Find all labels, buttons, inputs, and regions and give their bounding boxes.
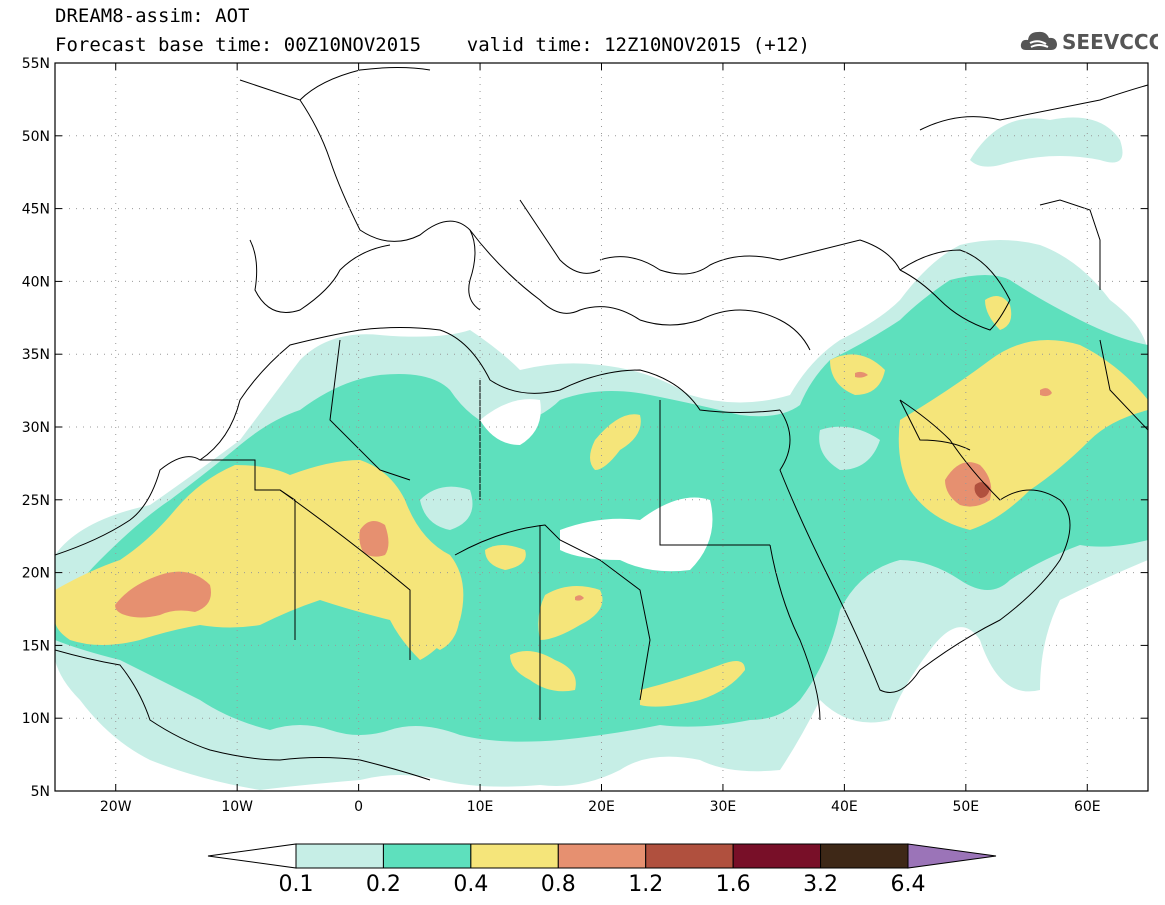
lon-tick-label: 40E <box>831 799 858 815</box>
lon-tick-label: 50E <box>952 799 979 815</box>
cloud-icon <box>1020 31 1057 50</box>
colorbar-label: 1.2 <box>628 872 663 897</box>
lon-tick-label: 60E <box>1074 799 1101 815</box>
colorbar-label: 0.2 <box>366 872 401 897</box>
lat-tick-label: 5N <box>31 784 50 800</box>
colorbar-label: 1.6 <box>716 872 751 897</box>
lon-tick-label: 10W <box>221 799 253 815</box>
colorbar-swatch <box>732 843 822 869</box>
longitude-ticks: 20W 10W 0 10E 20E 30E 40E 50E 60E <box>100 63 1101 815</box>
lon-tick-label: 10E <box>467 799 494 815</box>
colorbar-label: 6.4 <box>891 872 926 897</box>
lat-tick-label: 20N <box>22 566 50 582</box>
lon-tick-label: 30E <box>710 799 737 815</box>
lat-tick-label: 45N <box>22 202 50 218</box>
colorbar-swatch <box>645 843 734 869</box>
lat-tick-label: 15N <box>22 638 50 654</box>
colorbar-swatch <box>382 843 472 869</box>
lon-tick-label: 20W <box>100 799 132 815</box>
aot-colorbar: 0.1 0.2 0.4 0.8 1.2 1.6 3.2 6.4 <box>207 843 997 897</box>
lat-tick-label: 35N <box>22 347 50 363</box>
colorbar-lower-arrow <box>207 843 297 869</box>
coastlines-borders <box>55 67 1148 781</box>
lon-tick-label: 0 <box>354 799 363 815</box>
forecast-time-subtitle: Forecast base time: 00Z10NOV2015 valid t… <box>55 34 810 56</box>
colorbar-upper-arrow <box>907 843 997 869</box>
colorbar-swatch <box>557 843 647 869</box>
lat-tick-label: 25N <box>22 493 50 509</box>
lat-tick-label: 50N <box>22 129 50 145</box>
map-title: DREAM8-assim: AOT <box>55 5 250 27</box>
colorbar-label: 3.2 <box>803 872 838 897</box>
lat-tick-label: 40N <box>22 274 50 290</box>
lat-lon-grid <box>55 63 1148 791</box>
lat-tick-label: 55N <box>22 56 50 72</box>
colorbar-swatch <box>295 843 384 869</box>
lat-tick-label: 10N <box>22 711 50 727</box>
seevccc-logo: SEEVCCC <box>1018 22 1163 58</box>
colorbar-label: 0.8 <box>541 872 576 897</box>
latitude-ticks: 55N 50N 45N 40N 35N 30N 25N 20N 15N 10N 5N <box>22 56 1148 800</box>
colorbar-swatch <box>470 843 559 869</box>
colorbar-swatch <box>820 843 909 869</box>
lon-tick-label: 20E <box>588 799 615 815</box>
aot-contour-fields <box>55 117 1148 790</box>
colorbar-label: 0.4 <box>453 872 488 897</box>
lat-tick-label: 30N <box>22 420 50 436</box>
logo-text: SEEVCCC <box>1062 30 1158 54</box>
colorbar-label: 0.1 <box>279 872 314 897</box>
